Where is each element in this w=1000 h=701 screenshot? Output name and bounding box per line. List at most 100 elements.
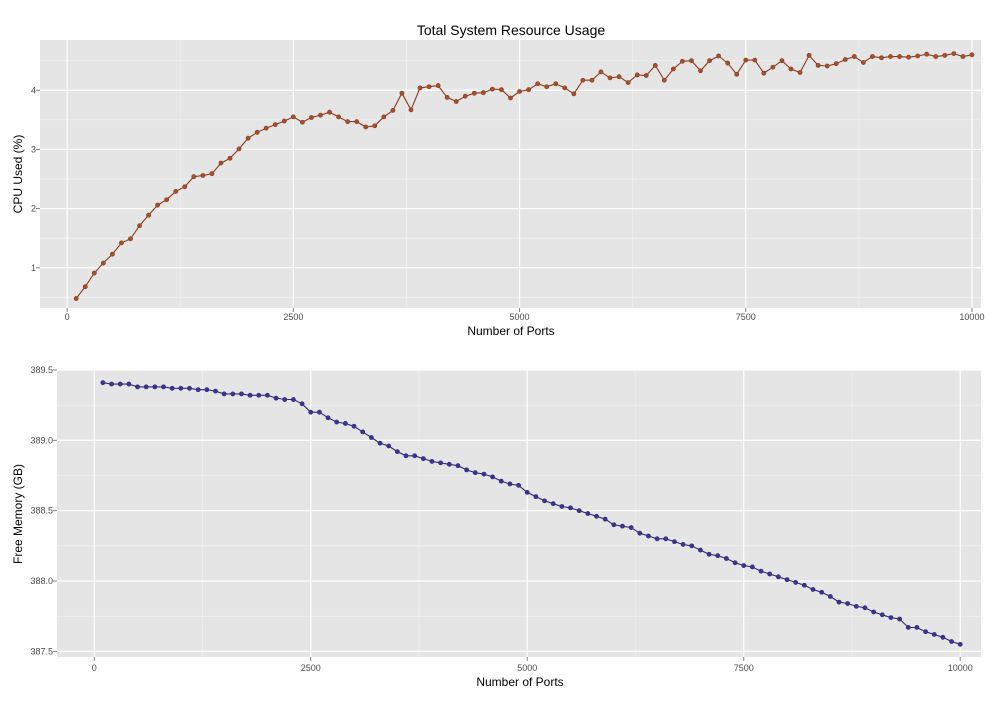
cpu-data-point (119, 240, 124, 246)
cpu-data-point (508, 95, 513, 101)
memory-data-point (446, 461, 452, 467)
memory-data-point (940, 634, 946, 640)
cpu-data-point (91, 270, 97, 276)
memory-y-tick-label: 389.5 (30, 365, 53, 375)
memory-data-point (256, 392, 262, 398)
cpu-plot-background (40, 40, 981, 308)
memory-data-point (784, 577, 790, 583)
memory-data-point (403, 453, 409, 459)
memory-data-point (689, 543, 695, 549)
memory-data-point (905, 625, 911, 630)
cpu-data-point (182, 184, 188, 190)
memory-plot-background (57, 370, 981, 657)
cpu-data-point (490, 86, 495, 92)
memory-data-point (879, 612, 885, 618)
memory-data-point (420, 456, 426, 462)
memory-data-point (914, 625, 920, 630)
cpu-data-point (553, 81, 559, 87)
cpu-data-point (571, 91, 577, 97)
cpu-data-point (408, 107, 414, 113)
cpu-data-point (426, 84, 432, 90)
memory-data-point (117, 381, 123, 387)
memory-data-point (585, 511, 591, 516)
memory-data-point (542, 498, 547, 504)
cpu-data-point (643, 73, 649, 78)
memory-data-point (230, 391, 236, 397)
cpu-data-point (797, 70, 803, 75)
cpu-data-point (200, 173, 206, 178)
cpu-data-point (480, 90, 486, 96)
memory-data-point (654, 536, 660, 542)
memory-data-point (187, 385, 192, 391)
memory-data-point (931, 632, 937, 637)
cpu-data-point (806, 52, 812, 58)
memory-data-point (498, 478, 504, 484)
memory-data-point (741, 563, 747, 568)
cpu-data-point (716, 53, 722, 59)
memory-data-point (775, 574, 781, 580)
cpu-data-point (82, 284, 88, 290)
memory-data-point (273, 395, 279, 401)
memory-data-point (672, 539, 677, 545)
cpu-data-point (915, 53, 921, 59)
memory-y-tick-label: 387.5 (30, 646, 53, 656)
cpu-data-point (951, 51, 957, 57)
memory-data-point (377, 440, 383, 446)
cpu-y-tick-label: 4 (31, 85, 36, 95)
cpu-data-point (689, 58, 694, 64)
cpu-y-tick-label: 1 (31, 263, 36, 273)
cpu-y-axis-title: CPU Used (%) (11, 135, 25, 214)
cpu-data-point (236, 146, 242, 152)
cpu-data-point (680, 58, 685, 64)
memory-data-point (152, 384, 158, 390)
memory-data-point (351, 423, 357, 429)
cpu-data-point (363, 124, 369, 130)
memory-data-point (394, 449, 400, 454)
cpu-data-point (462, 93, 468, 99)
cpu-data-point (734, 71, 740, 77)
memory-data-point (247, 392, 253, 398)
cpu-data-point (318, 112, 323, 118)
cpu-data-point (589, 77, 595, 83)
memory-data-point (516, 482, 521, 488)
memory-data-point (481, 471, 487, 477)
cpu-data-point (788, 66, 794, 72)
memory-data-point (845, 601, 851, 606)
memory-data-point (897, 616, 902, 622)
memory-data-point (169, 385, 175, 391)
memory-y-tick-label: 388.5 (30, 506, 53, 516)
cpu-data-point (598, 69, 604, 75)
memory-data-point (594, 513, 599, 519)
cpu-data-point (851, 54, 857, 59)
memory-data-point (360, 429, 366, 435)
memory-data-point (239, 391, 244, 397)
memory-data-point (438, 460, 444, 466)
cpu-data-point (336, 114, 341, 120)
memory-x-axis-title: Number of Ports (476, 675, 563, 689)
memory-data-point (801, 582, 807, 588)
cpu-data-point (770, 64, 776, 70)
memory-data-point (316, 409, 322, 415)
cpu-data-point (299, 119, 305, 125)
memory-data-point (767, 571, 773, 577)
cpu-data-point (128, 236, 133, 242)
memory-data-point (507, 481, 513, 487)
cpu-data-point (209, 171, 215, 177)
cpu-data-point (761, 70, 767, 76)
memory-data-point (715, 553, 721, 559)
cpu-data-point (290, 114, 296, 120)
memory-data-point (429, 459, 435, 464)
memory-data-point (135, 384, 140, 390)
cpu-data-point (752, 57, 758, 63)
cpu-y-tick-label: 2 (31, 204, 36, 214)
cpu-data-point (580, 77, 586, 83)
cpu-data-point (833, 61, 839, 67)
cpu-data-point (191, 174, 197, 180)
memory-data-point (611, 522, 617, 528)
cpu-data-point (779, 58, 785, 64)
memory-data-point (464, 467, 470, 473)
memory-data-point (342, 421, 348, 426)
cpu-data-point (453, 99, 459, 104)
memory-data-point (698, 547, 703, 553)
memory-data-point (836, 599, 842, 605)
